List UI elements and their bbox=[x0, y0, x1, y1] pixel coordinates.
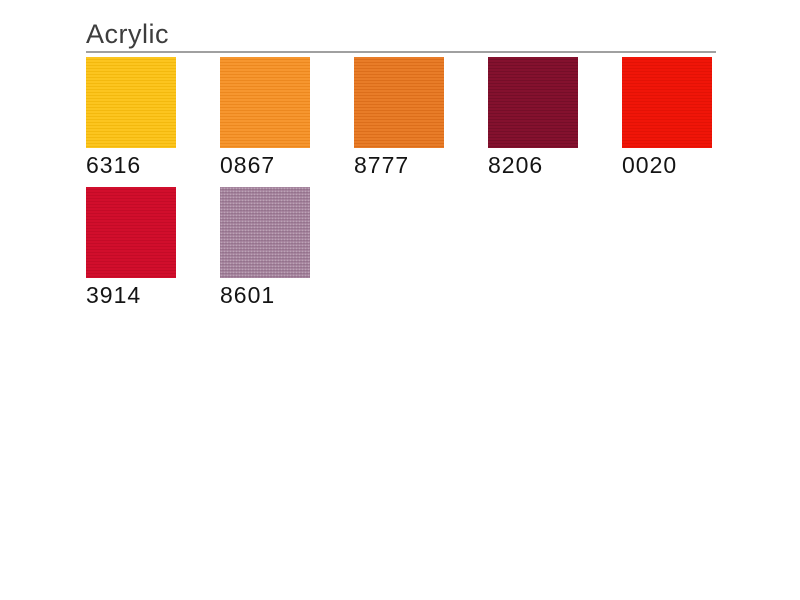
swatch-grid: 6316 0867 8777 8206 0020 3914 8601 bbox=[86, 57, 716, 308]
swatch-color-block[interactable] bbox=[220, 187, 310, 278]
swatch-color-block[interactable] bbox=[220, 57, 310, 148]
swatch-color-block[interactable] bbox=[86, 57, 176, 148]
swatch-code-label: 6316 bbox=[86, 152, 142, 178]
swatch-color-block[interactable] bbox=[622, 57, 712, 148]
swatch-color-block[interactable] bbox=[86, 187, 176, 278]
swatch-code-label: 8601 bbox=[220, 282, 276, 308]
title-divider bbox=[86, 51, 716, 53]
fabric-swatch: 8601 bbox=[220, 187, 310, 308]
swatch-code-label: 3914 bbox=[86, 282, 142, 308]
fabric-swatch: 3914 bbox=[86, 187, 176, 308]
page-title: Acrylic bbox=[86, 19, 169, 49]
swatch-code-label: 8206 bbox=[488, 152, 544, 178]
swatch-color-block[interactable] bbox=[354, 57, 444, 148]
swatch-color-block[interactable] bbox=[488, 57, 578, 148]
fabric-swatch: 0867 bbox=[220, 57, 310, 178]
fabric-swatch: 8206 bbox=[488, 57, 578, 178]
fabric-swatch: 8777 bbox=[354, 57, 444, 178]
acrylic-color-chart-page: Acrylic 6316 0867 8777 8206 0020 3914 86… bbox=[86, 19, 716, 308]
swatch-code-label: 0867 bbox=[220, 152, 276, 178]
swatch-code-label: 8777 bbox=[354, 152, 410, 178]
fabric-swatch: 0020 bbox=[622, 57, 712, 178]
swatch-code-label: 0020 bbox=[622, 152, 678, 178]
fabric-swatch: 6316 bbox=[86, 57, 176, 178]
